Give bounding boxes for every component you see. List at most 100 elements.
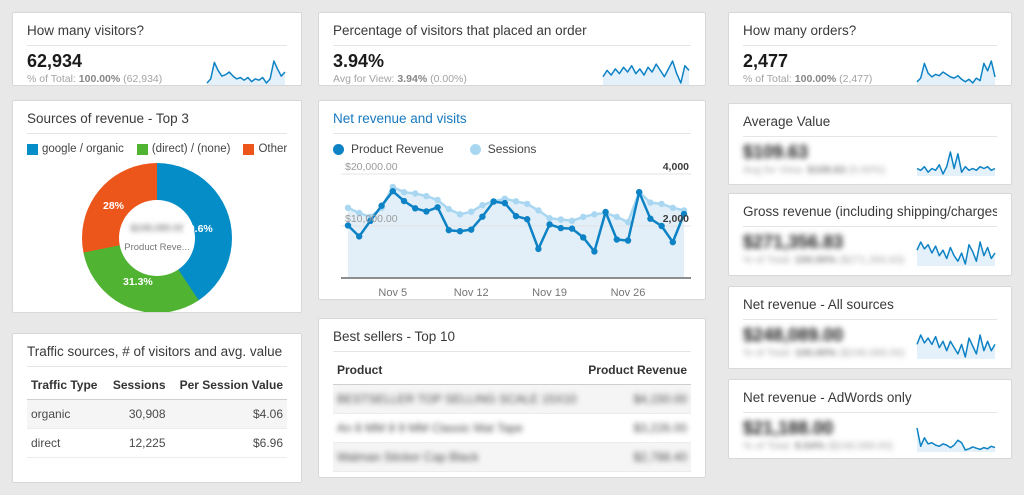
subtext-paren: (0.00%) — [848, 164, 886, 176]
legend-label: Product Revenue — [351, 142, 444, 156]
table-row: organic 30,908 $4.06 — [27, 399, 287, 429]
kpi-card-orders: How many orders? 2,477 % of Total: 100.0… — [728, 12, 1012, 86]
sparkline-chart — [916, 151, 996, 176]
legend-swatch-icon — [136, 143, 148, 155]
cell-product: BESTSELLER TOP SELLING SCALE 15X10 — [333, 384, 584, 414]
donut-center-value: $248,089.00 — [130, 223, 184, 234]
kpi-subtext: % of Total: 100.00% (2,477) — [743, 73, 872, 85]
svg-text:Nov 26: Nov 26 — [611, 287, 646, 299]
legend-item-direct-none[interactable]: (direct) / (none) — [136, 143, 231, 155]
svg-text:$20,000.00: $20,000.00 — [345, 161, 398, 173]
kpi-text-block: $271,356.83 % of Total: 100.00% ($271,35… — [743, 232, 905, 266]
legend-label: Sessions — [487, 142, 537, 156]
card-title: Percentage of visitors that placed an or… — [333, 23, 691, 46]
table-row: BESTSELLER TOP SELLING SCALE 15X10 $4,15… — [333, 384, 691, 414]
kpi-text-block: $248,089.00 % of Total: 100.00% ($248,08… — [743, 325, 905, 359]
sparkline-chart — [916, 241, 996, 266]
subtext-prefix: % of Total: — [743, 347, 792, 359]
kpi-subtext: Avg for View: $109.63 (0.00%) — [743, 164, 885, 176]
kpi-value: $271,356.83 — [743, 232, 844, 252]
subtext-prefix: % of Total: — [743, 440, 792, 452]
subtext-prefix: Avg for View: — [743, 164, 805, 176]
kpi-value: 3.94% — [333, 51, 385, 71]
sparkline-chart — [916, 427, 996, 452]
card-title: How many orders? — [743, 23, 997, 46]
kpi-subtext: % of Total: 100.00% (62,934) — [27, 73, 162, 85]
card-title: Gross revenue (including shipping/charge… — [743, 204, 997, 227]
column-header-product[interactable]: Product — [333, 356, 584, 385]
cell-traffic-type: organic — [27, 399, 106, 429]
subtext-bold: 100.00% — [794, 347, 837, 359]
donut-chart[interactable]: $248,089.00 Product Reve... 40.6% 31.3% 28… — [82, 163, 232, 312]
table-header-row: Product Product Revenue — [333, 356, 691, 385]
kpi-card-order-rate: Percentage of visitors that placed an or… — [318, 12, 706, 86]
subtext-bold: 3.94% — [397, 73, 428, 85]
cell-product-revenue: $3,226.00 — [583, 413, 691, 443]
column-left: How many visitors? 62,934 % of Total: 10… — [12, 12, 302, 483]
subtext-prefix: % of Total: — [27, 73, 76, 85]
column-header-sessions[interactable]: Sessions — [105, 371, 170, 400]
best-sellers-card: Best sellers - Top 10 Product Product Re… — [318, 318, 706, 478]
donut-slice-label: 40.6% — [183, 223, 213, 235]
legend-label: (direct) / (none) — [151, 143, 231, 155]
kpi-card-gross-revenue: Gross revenue (including shipping/charge… — [728, 193, 1012, 276]
subtext-paren: ($271,356.83) — [839, 254, 905, 266]
kpi-value: $248,089.00 — [743, 325, 844, 345]
donut-legend: google / organic (direct) / (none) Other — [27, 143, 287, 155]
subtext-bold: 8.54% — [794, 440, 825, 452]
column-right: How many orders? 2,477 % of Total: 100.0… — [728, 12, 1012, 483]
traffic-sources-card: Traffic sources, # of visitors and avg. … — [12, 333, 302, 483]
kpi-card-visitors: How many visitors? 62,934 % of Total: 10… — [12, 12, 302, 86]
donut-center-label: Product Reve... — [124, 242, 190, 253]
sparkline-chart — [916, 334, 996, 359]
cell-product: Walman Sticker Cap Black — [333, 442, 584, 472]
table-row: An 8 MM 8 9 MM Classic Mat Tape $3,226.0… — [333, 413, 691, 443]
kpi-text-block: $109.63 Avg for View: $109.63 (0.00%) — [743, 142, 885, 176]
kpi-text-block: 2,477 % of Total: 100.00% (2,477) — [743, 51, 872, 85]
legend-label: google / organic — [42, 143, 124, 155]
column-header-product-revenue[interactable]: Product Revenue — [583, 356, 691, 385]
subtext-bold: 100.00% — [794, 254, 837, 266]
kpi-text-block: 3.94% Avg for View: 3.94% (0.00%) — [333, 51, 467, 85]
line-chart[interactable]: $20,000.00 $10,000.00 4,000 2,000 Nov 5 Nov 1… — [333, 158, 697, 300]
subtext-paren: ($248,089.00) — [827, 440, 893, 452]
subtext-paren: (62,934) — [123, 73, 163, 85]
legend-item-google-organic[interactable]: google / organic — [27, 143, 124, 155]
column-header-traffic-type[interactable]: Traffic Type — [27, 371, 106, 400]
subtext-bold: 100.00% — [78, 73, 121, 85]
kpi-subtext: % of Total: 100.00% ($248,089.00) — [743, 347, 905, 359]
sparkline-chart — [602, 60, 690, 85]
kpi-text-block: 62,934 % of Total: 100.00% (62,934) — [27, 51, 162, 85]
cell-sessions: 30,908 — [105, 399, 170, 429]
card-title: Traffic sources, # of visitors and avg. … — [27, 344, 287, 367]
kpi-card-net-revenue-adwords: Net revenue - AdWords only $21,188.00 % … — [728, 379, 1012, 459]
legend-swatch-icon — [243, 143, 255, 155]
net-revenue-visits-card: Net revenue and visits Product Revenue S… — [318, 100, 706, 300]
kpi-value: $109.63 — [743, 142, 809, 162]
subtext-prefix: Avg for View: — [333, 73, 395, 85]
cell-per-session-value: $4.06 — [169, 399, 287, 429]
sparkline-chart — [206, 60, 286, 85]
legend-item-product-revenue[interactable]: Product Revenue — [333, 142, 444, 156]
svg-text:2,000: 2,000 — [663, 213, 689, 225]
column-header-per-session-value[interactable]: Per Session Value — [169, 371, 287, 400]
card-title-link[interactable]: Net revenue and visits — [333, 111, 691, 134]
card-title: Best sellers - Top 10 — [333, 329, 691, 352]
legend-label: Other — [258, 143, 288, 155]
svg-text:Nov 19: Nov 19 — [532, 287, 567, 299]
subtext-prefix: % of Total: — [743, 254, 792, 266]
card-title: Sources of revenue - Top 3 — [27, 111, 287, 134]
legend-dot-icon — [469, 143, 481, 155]
best-sellers-table: Product Product Revenue BESTSELLER TOP S… — [333, 356, 691, 472]
kpi-subtext: % of Total: 100.00% ($271,356.83) — [743, 254, 905, 266]
table-header-row: Traffic Type Sessions Per Session Value — [27, 371, 287, 400]
card-title: Net revenue - All sources — [743, 297, 997, 320]
kpi-card-average-value: Average Value $109.63 Avg for View: $109… — [728, 103, 1012, 185]
legend-item-other[interactable]: Other — [243, 143, 287, 155]
cell-product-revenue: $2,788.40 — [583, 442, 691, 472]
legend-swatch-icon — [27, 143, 38, 155]
kpi-value: $21,188.00 — [743, 418, 834, 438]
kpi-card-net-revenue-all: Net revenue - All sources $248,089.00 % … — [728, 286, 1012, 369]
legend-item-sessions[interactable]: Sessions — [469, 142, 537, 156]
